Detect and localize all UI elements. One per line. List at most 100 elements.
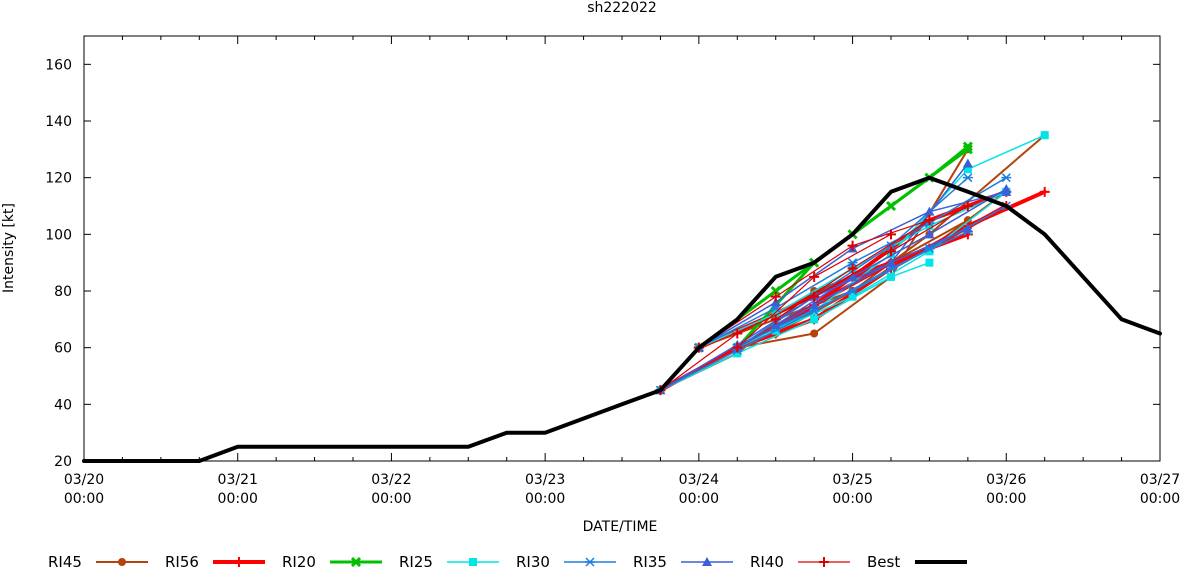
data-point-ri25 bbox=[887, 272, 895, 281]
legend-item-ri20: RI20 bbox=[282, 553, 382, 571]
legend: RI45 RI56 RI20 RI25 RI30 RI35 RI40 Best bbox=[48, 553, 967, 571]
legend-item-ri45: RI45 bbox=[48, 553, 148, 571]
data-point-ri35 bbox=[962, 223, 973, 233]
data-point-ri35 bbox=[809, 300, 820, 310]
x-tick-label-date: 03/21 bbox=[218, 472, 258, 488]
data-point-ri35 bbox=[770, 320, 781, 329]
y-tick-label: 20 bbox=[54, 454, 72, 470]
data-point-ri25 bbox=[925, 258, 934, 267]
y-tick-label: 120 bbox=[45, 171, 72, 187]
legend-item-ri30: RI30 bbox=[516, 553, 616, 571]
legend-label: RI40 bbox=[750, 553, 784, 567]
legend-swatch-marker bbox=[702, 557, 712, 566]
x-tick-label-time: 00:00 bbox=[525, 491, 565, 507]
x-tick-label-date: 03/20 bbox=[64, 472, 104, 488]
series-best bbox=[82, 175, 1162, 463]
data-point-ri25 bbox=[925, 221, 934, 230]
data-point-ri35 bbox=[770, 297, 781, 307]
legend-swatch-marker bbox=[350, 556, 362, 568]
data-point-ri40 bbox=[732, 342, 743, 353]
data-point-ri40 bbox=[962, 201, 973, 211]
legend-label: RI56 bbox=[165, 553, 199, 567]
legend-swatch-marker bbox=[234, 557, 244, 567]
x-tick-label-time: 00:00 bbox=[986, 491, 1026, 507]
series-ri35 bbox=[655, 158, 1012, 395]
plot-frame bbox=[83, 35, 1161, 462]
data-point-ri20 bbox=[770, 285, 781, 297]
legend-swatch-marker bbox=[585, 557, 595, 567]
x-tick-label-time: 00:00 bbox=[1140, 491, 1180, 507]
data-point-ri35 bbox=[886, 257, 896, 267]
y-tick-label: 40 bbox=[54, 397, 72, 413]
legend-label: RI20 bbox=[282, 553, 316, 567]
data-point-ri25 bbox=[848, 292, 857, 301]
data-point-ri40 bbox=[886, 229, 896, 240]
x-tick-label-date: 03/24 bbox=[679, 472, 719, 488]
legend-item-ri35: RI35 bbox=[633, 553, 733, 571]
legend-swatch-marker bbox=[118, 558, 126, 566]
y-axis-label: Intensity [kt] bbox=[1, 203, 17, 293]
data-point-ri30 bbox=[924, 243, 935, 254]
data-point-ri25 bbox=[963, 165, 972, 174]
legend-label: RI35 bbox=[633, 553, 667, 567]
data-point-ri35 bbox=[924, 206, 935, 216]
data-point-ri40 bbox=[924, 215, 935, 226]
x-tick-label-time: 00:00 bbox=[832, 491, 872, 507]
data-point-ri20 bbox=[885, 200, 897, 212]
data-point-ri40 bbox=[847, 263, 858, 274]
y-tick-label: 160 bbox=[45, 57, 72, 73]
data-point-ri45 bbox=[810, 329, 819, 338]
x-tick-label-time: 00:00 bbox=[679, 491, 719, 507]
data-point-ri35 bbox=[1001, 184, 1012, 193]
x-tick-label-date: 03/26 bbox=[986, 472, 1026, 488]
data-point-ri25 bbox=[810, 315, 819, 324]
data-point-ri25 bbox=[925, 247, 934, 256]
data-point-ri25 bbox=[771, 309, 780, 318]
series-line-ri40 bbox=[698, 219, 930, 349]
data-point-ri40 bbox=[770, 314, 781, 325]
data-point-ri30 bbox=[962, 173, 973, 183]
x-axis-label: DATE/TIME bbox=[583, 519, 658, 535]
x-tick-label-date: 03/22 bbox=[371, 472, 411, 488]
legend-item-ri40: RI40 bbox=[750, 553, 850, 571]
series-line-best bbox=[82, 175, 1162, 463]
data-point-ri30 bbox=[847, 258, 858, 268]
series-line-ri25 bbox=[774, 191, 1008, 332]
data-point-ri20 bbox=[962, 144, 973, 155]
x-tick-label-date: 03/25 bbox=[832, 472, 872, 488]
data-point-ri30 bbox=[847, 286, 858, 296]
data-point-ri40 bbox=[847, 240, 858, 251]
data-point-ri35 bbox=[847, 271, 858, 281]
legend-label: RI45 bbox=[48, 553, 82, 567]
data-point-ri35 bbox=[962, 158, 973, 168]
chart-title: sh222022 bbox=[587, 0, 657, 16]
legend-label: Best bbox=[867, 553, 900, 567]
data-point-ri56 bbox=[1039, 186, 1050, 197]
data-point-ri25 bbox=[1040, 131, 1049, 140]
legend-item-best: Best bbox=[867, 553, 967, 571]
x-tick-label-time: 00:00 bbox=[64, 491, 104, 507]
legend-item-ri25: RI25 bbox=[399, 553, 499, 571]
legend-label: RI30 bbox=[516, 553, 550, 567]
y-tick-label: 100 bbox=[45, 227, 72, 243]
legend-swatch-marker bbox=[819, 557, 829, 567]
legend-swatch-marker bbox=[469, 558, 477, 566]
legend-label: RI25 bbox=[399, 553, 433, 567]
y-tick-label: 80 bbox=[54, 284, 72, 300]
x-tick-label-date: 03/23 bbox=[525, 472, 565, 488]
y-tick-label: 60 bbox=[54, 341, 72, 357]
y-tick-label: 140 bbox=[45, 114, 72, 130]
data-point-ri25 bbox=[733, 349, 742, 358]
data-point-ri40 bbox=[886, 246, 896, 257]
plot-series bbox=[82, 131, 1162, 463]
axes: 20 40 60 80 100 120 140 160 03/20 00:00 03/21 00:00… bbox=[45, 36, 1180, 507]
data-point-ri30 bbox=[1001, 173, 1012, 183]
x-tick-label-date: 03/27 bbox=[1140, 472, 1180, 488]
x-tick-label-time: 00:00 bbox=[218, 491, 258, 507]
x-tick-label-time: 00:00 bbox=[371, 491, 411, 507]
data-point-ri35 bbox=[924, 229, 935, 239]
data-point-ri40 bbox=[770, 291, 781, 302]
legend-item-ri56: RI56 bbox=[165, 553, 265, 571]
data-point-ri20 bbox=[962, 141, 973, 152]
